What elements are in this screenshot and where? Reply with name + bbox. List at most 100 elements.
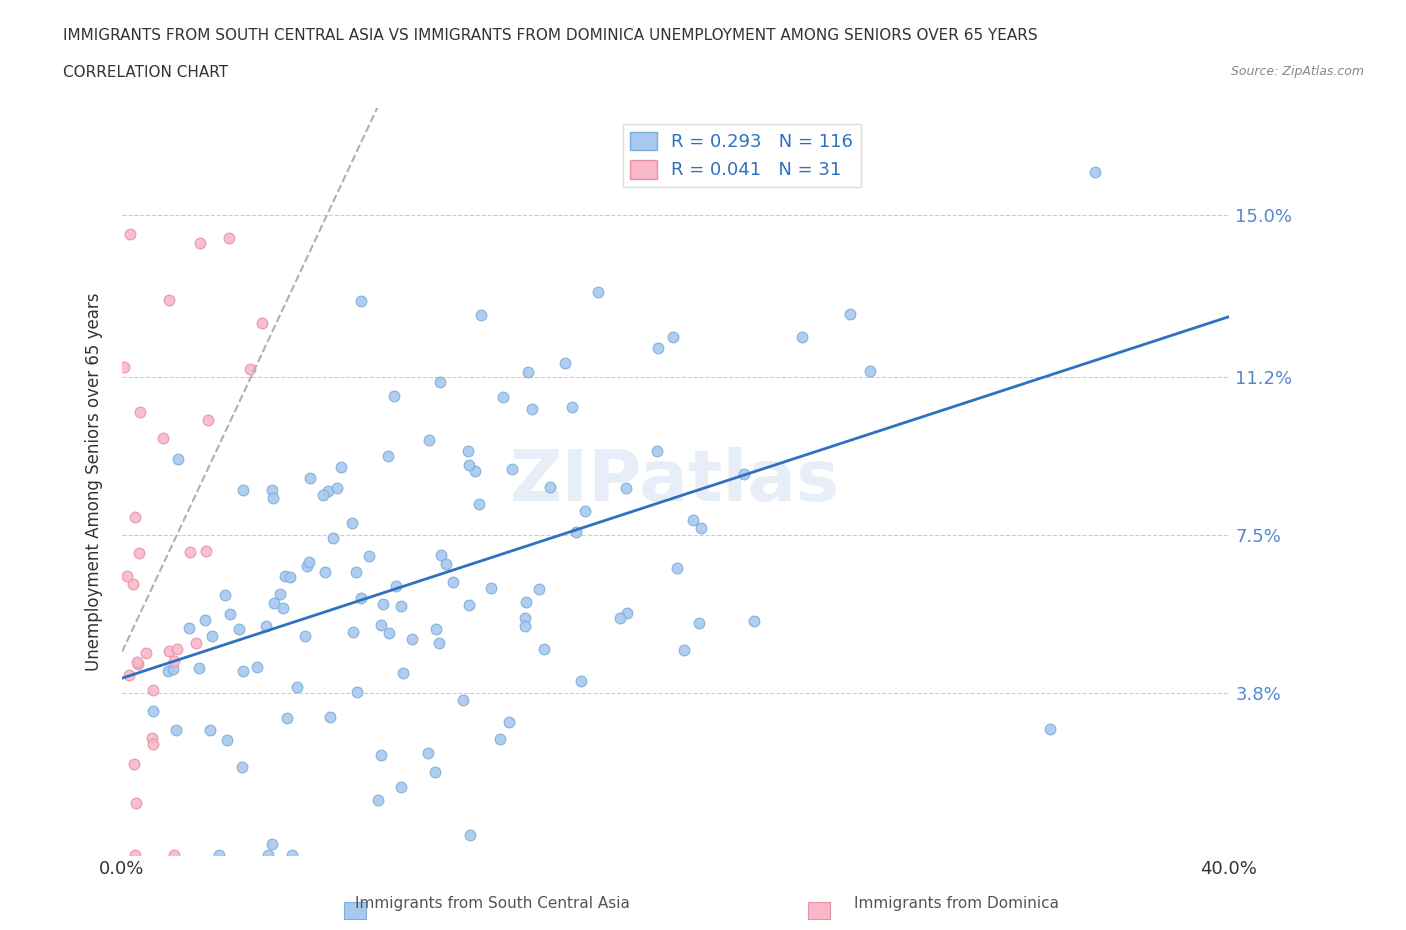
Point <box>239 362 262 377</box>
Point <box>120 227 142 242</box>
Point <box>515 594 537 609</box>
Point <box>281 847 304 862</box>
Point <box>128 405 150 419</box>
Point <box>792 330 814 345</box>
Point <box>742 614 765 629</box>
Point <box>441 575 464 590</box>
Point <box>316 484 339 498</box>
Point <box>326 481 349 496</box>
Point <box>298 471 321 485</box>
Point <box>385 578 408 593</box>
Point <box>128 546 150 561</box>
Point <box>479 581 502 596</box>
Point <box>588 285 610 299</box>
Point <box>141 730 163 745</box>
Point <box>340 515 363 530</box>
Point <box>141 704 163 719</box>
Point <box>124 510 146 525</box>
Point <box>254 618 277 633</box>
Point <box>152 431 174 445</box>
Point <box>492 389 515 404</box>
Point <box>359 549 381 564</box>
Point <box>278 569 301 584</box>
Point <box>167 451 190 466</box>
Point <box>616 605 638 620</box>
Point <box>218 606 240 621</box>
Point <box>285 679 308 694</box>
Point <box>434 557 457 572</box>
Point <box>312 488 335 503</box>
Point <box>263 595 285 610</box>
Point <box>322 530 344 545</box>
Point <box>125 655 148 670</box>
Point <box>838 307 860 322</box>
Point <box>163 654 186 669</box>
Point <box>142 683 165 698</box>
Point <box>117 569 139 584</box>
Point <box>501 461 523 476</box>
Point <box>458 458 481 472</box>
Point <box>554 355 576 370</box>
Point <box>1039 722 1062 737</box>
Point <box>157 644 180 658</box>
Point <box>513 618 536 633</box>
Point <box>350 591 373 605</box>
Text: Immigrants from Dominica: Immigrants from Dominica <box>853 897 1059 911</box>
Point <box>457 444 479 458</box>
Point <box>665 561 688 576</box>
Point <box>156 663 179 678</box>
Point <box>561 400 583 415</box>
Point <box>859 364 882 379</box>
Point <box>262 837 284 852</box>
Point <box>179 544 201 559</box>
Point <box>122 757 145 772</box>
Point <box>425 764 447 779</box>
Point <box>392 666 415 681</box>
Point <box>733 467 755 482</box>
Point <box>231 759 253 774</box>
Point <box>569 673 592 688</box>
Point <box>214 588 236 603</box>
Text: Immigrants from South Central Asia: Immigrants from South Central Asia <box>354 897 630 911</box>
Point <box>489 732 512 747</box>
Point <box>194 544 217 559</box>
Point <box>662 330 685 345</box>
Point <box>165 723 187 737</box>
Point <box>297 558 319 573</box>
Point <box>184 635 207 650</box>
Point <box>647 340 669 355</box>
Point <box>298 554 321 569</box>
Text: CORRELATION CHART: CORRELATION CHART <box>63 65 228 80</box>
Point <box>389 779 412 794</box>
Point <box>429 374 451 389</box>
Point <box>418 432 440 447</box>
Point <box>377 449 399 464</box>
Point <box>513 610 536 625</box>
Point <box>198 723 221 737</box>
Point <box>262 491 284 506</box>
Point <box>429 548 451 563</box>
Point <box>344 565 367 579</box>
Point <box>194 613 217 628</box>
Point <box>367 792 389 807</box>
Point <box>197 413 219 428</box>
Point <box>124 847 146 862</box>
Point <box>453 693 475 708</box>
Point <box>370 618 392 632</box>
Point <box>609 611 631 626</box>
Point <box>188 235 211 250</box>
Point <box>565 525 588 539</box>
Point <box>460 828 482 843</box>
Point <box>498 714 520 729</box>
Point <box>370 748 392 763</box>
Point <box>179 620 201 635</box>
Point <box>157 292 180 307</box>
Point <box>401 632 423 647</box>
Point <box>516 365 538 379</box>
Legend: R = 0.293   N = 116, R = 0.041   N = 31: R = 0.293 N = 116, R = 0.041 N = 31 <box>623 125 860 187</box>
Point <box>1084 165 1107 179</box>
Point <box>163 847 186 862</box>
Point <box>382 389 405 404</box>
Text: Source: ZipAtlas.com: Source: ZipAtlas.com <box>1230 65 1364 78</box>
Point <box>250 315 273 330</box>
